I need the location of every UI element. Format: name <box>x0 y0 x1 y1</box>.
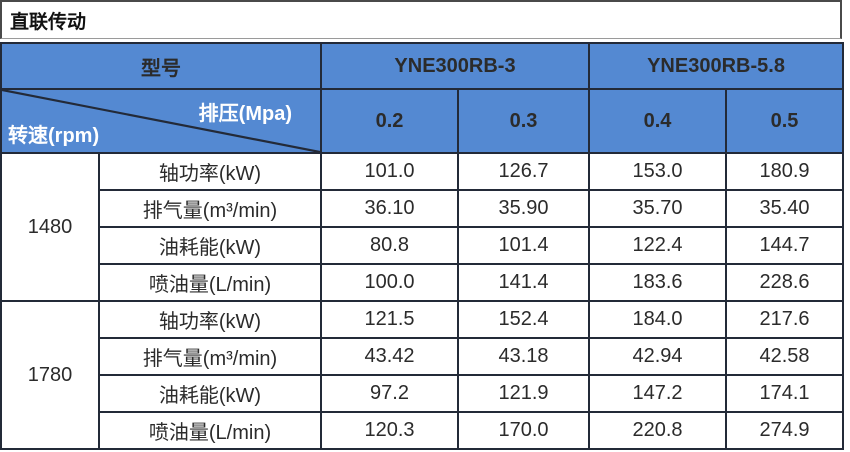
model-name-cell-1: YNE300RB-3 <box>319 42 591 90</box>
table-row: 1480 轴功率(kW) 101.0 126.7 153.0 180.9 <box>0 152 845 302</box>
data-value-cell: 43.42 <box>320 337 459 376</box>
model-name-cell-2: YNE300RB-5.8 <box>588 42 845 90</box>
data-value-cell: 36.10 <box>320 189 459 228</box>
model-header-row: 型号 YNE300RB-3 YNE300RB-5.8 <box>0 42 845 90</box>
data-value-cell: 120.3 <box>320 411 459 450</box>
param-label-cell: 油耗能(kW) <box>98 226 322 265</box>
data-value-cell: 101.4 <box>456 226 591 265</box>
data-value-cell: 170.0 <box>456 411 591 450</box>
table-row: 1780 轴功率(kW) 121.5 152.4 184.0 217.6 <box>0 300 845 450</box>
data-value-cell: 228.6 <box>725 263 845 302</box>
data-value-cell: 126.7 <box>456 152 591 191</box>
param-label-cell: 排气量(m³/min) <box>98 189 322 228</box>
diagonal-header-cell: 排压(Mpa) 转速(rpm) <box>0 88 322 154</box>
data-value-cell: 42.94 <box>588 337 728 376</box>
spec-table: 型号 YNE300RB-3 YNE300RB-5.8 排压(Mpa) 转速(rp… <box>0 42 845 450</box>
data-value-cell: 174.1 <box>725 374 845 413</box>
table-row: 排气量(m³/min) 36.10 35.90 35.70 35.40 <box>1 189 845 228</box>
pressure-axis-label: 排压(Mpa) <box>198 103 292 125</box>
table-row: 排气量(m³/min) 43.42 43.18 42.94 42.58 <box>1 337 845 376</box>
param-label-cell: 轴功率(kW) <box>98 300 322 339</box>
param-label-cell: 排气量(m³/min) <box>98 337 322 376</box>
pressure-value-cell: 0.5 <box>725 88 845 154</box>
data-value-cell: 80.8 <box>320 226 459 265</box>
data-value-cell: 217.6 <box>725 300 845 339</box>
section-title: 直联传动 <box>0 0 842 39</box>
pressure-header-row: 排压(Mpa) 转速(rpm) 0.2 0.3 0.4 0.5 <box>0 88 845 154</box>
diagonal-line <box>2 90 320 152</box>
data-value-cell: 144.7 <box>725 226 845 265</box>
data-value-cell: 43.18 <box>456 337 591 376</box>
data-value-cell: 141.4 <box>456 263 591 302</box>
table-row: 油耗能(kW) 80.8 101.4 122.4 144.7 <box>1 226 845 265</box>
data-value-cell: 35.70 <box>588 189 728 228</box>
param-label-cell: 轴功率(kW) <box>98 152 322 191</box>
pressure-value-cell: 0.2 <box>320 88 459 154</box>
param-label-cell: 喷油量(L/min) <box>98 411 322 450</box>
param-label-cell: 油耗能(kW) <box>98 374 322 413</box>
table-row: 喷油量(L/min) 100.0 141.4 183.6 228.6 <box>1 263 845 302</box>
data-value-cell: 97.2 <box>320 374 459 413</box>
data-value-cell: 121.5 <box>320 300 459 339</box>
rpm-cell-1780: 1780 <box>0 300 100 450</box>
data-value-cell: 122.4 <box>588 226 728 265</box>
data-value-cell: 35.40 <box>725 189 845 228</box>
data-value-cell: 35.90 <box>456 189 591 228</box>
data-value-cell: 152.4 <box>456 300 591 339</box>
pressure-value-cell: 0.4 <box>588 88 728 154</box>
model-label-cell: 型号 <box>0 42 322 90</box>
speed-axis-label: 转速(rpm) <box>8 125 100 147</box>
data-value-cell: 101.0 <box>320 152 459 191</box>
data-value-cell: 220.8 <box>588 411 728 450</box>
data-value-cell: 183.6 <box>588 263 728 302</box>
table-row: 油耗能(kW) 97.2 121.9 147.2 174.1 <box>1 374 845 413</box>
data-value-cell: 180.9 <box>725 152 845 191</box>
data-value-cell: 42.58 <box>725 337 845 376</box>
section-title-text: 直联传动 <box>10 11 87 33</box>
data-value-cell: 274.9 <box>725 411 845 450</box>
data-value-cell: 121.9 <box>456 374 591 413</box>
table-row: 喷油量(L/min) 120.3 170.0 220.8 274.9 <box>1 411 845 450</box>
data-value-cell: 153.0 <box>588 152 728 191</box>
data-value-cell: 184.0 <box>588 300 728 339</box>
data-value-cell: 100.0 <box>320 263 459 302</box>
data-value-cell: 147.2 <box>588 374 728 413</box>
pressure-value-cell: 0.3 <box>456 88 591 154</box>
rpm-cell-1480: 1480 <box>0 152 100 302</box>
param-label-cell: 喷油量(L/min) <box>98 263 322 302</box>
